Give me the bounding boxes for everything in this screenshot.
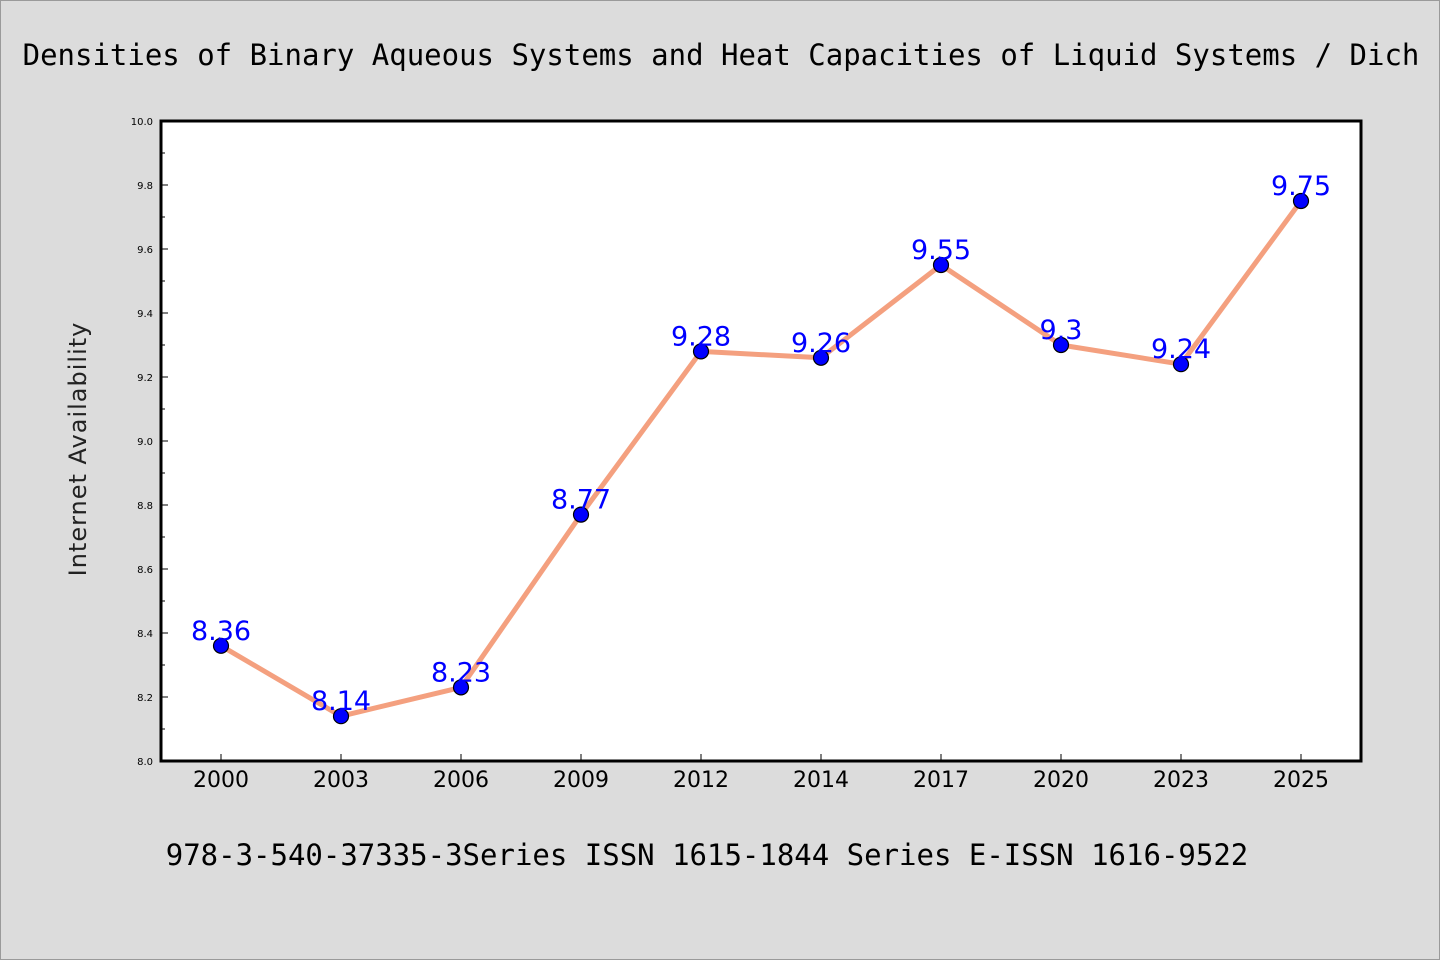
y-axis-title: Internet Availability bbox=[64, 322, 92, 577]
y-axis: 8.0 8.2 8.4 8.6 8.8 9.0 9.2 9.4 9.6 9.8 10.0 bbox=[131, 117, 168, 768]
x-tick-label: 2003 bbox=[313, 768, 369, 793]
y-tick-label: 8.8 bbox=[137, 501, 153, 512]
x-tick-label: 2012 bbox=[673, 768, 729, 793]
x-tick-label: 2014 bbox=[793, 768, 849, 793]
data-label: 9.28 bbox=[671, 321, 731, 352]
chart-title: Densities of Binary Aqueous Systems and … bbox=[23, 38, 1420, 72]
data-label: 9.24 bbox=[1151, 334, 1211, 365]
series-group bbox=[212, 192, 1310, 725]
data-point bbox=[332, 708, 350, 725]
data-point bbox=[932, 256, 950, 274]
y-tick-label: 8.4 bbox=[137, 629, 153, 640]
footer-note: 978-3-540-37335-3Series ISSN 1615-1844 S… bbox=[166, 838, 1249, 872]
data-point bbox=[692, 343, 710, 360]
data-point bbox=[1052, 336, 1070, 354]
y-tick-label: 9.8 bbox=[137, 181, 153, 192]
x-tick-label: 2000 bbox=[193, 768, 249, 793]
x-tick-label: 2020 bbox=[1033, 768, 1089, 793]
y-tick-label: 9.2 bbox=[137, 373, 153, 384]
y-tick-label: 9.0 bbox=[137, 437, 153, 448]
data-label-group: 8.36 8.14 8.23 8.77 9.28 9.26 9.55 9.3 9.24 9.75 bbox=[191, 171, 1331, 717]
data-point bbox=[452, 679, 470, 696]
plot-area bbox=[159, 119, 1363, 763]
data-label: 9.75 bbox=[1271, 171, 1331, 202]
data-point bbox=[572, 506, 590, 523]
y-tick-label: 8.0 bbox=[137, 757, 153, 768]
y-tick-label: 8.2 bbox=[137, 693, 153, 704]
data-label: 9.3 bbox=[1040, 315, 1083, 346]
data-point bbox=[812, 349, 830, 366]
y-tick-label: 9.6 bbox=[137, 245, 153, 256]
y-tick-label: 10.0 bbox=[131, 117, 153, 128]
x-tick-label: 2009 bbox=[553, 768, 609, 793]
data-point bbox=[1292, 192, 1310, 210]
data-point bbox=[212, 637, 230, 654]
data-label: 8.77 bbox=[551, 485, 611, 516]
data-point bbox=[1172, 356, 1190, 373]
data-label: 8.23 bbox=[431, 657, 491, 688]
x-tick-label: 2023 bbox=[1153, 768, 1209, 793]
data-label: 8.14 bbox=[311, 686, 371, 717]
series-line bbox=[218, 198, 1304, 719]
x-tick-label: 2006 bbox=[433, 768, 489, 793]
data-label: 8.36 bbox=[191, 616, 251, 647]
data-label: 9.26 bbox=[791, 328, 851, 359]
y-tick-label: 8.6 bbox=[137, 565, 153, 576]
y-tick-label: 9.4 bbox=[137, 309, 153, 320]
x-axis: 2000 2003 2006 2009 2012 2014 2017 2020 2023 2025 bbox=[193, 754, 1329, 793]
x-tick-label: 2017 bbox=[913, 768, 969, 793]
x-tick-label: 2025 bbox=[1273, 768, 1329, 793]
data-label: 9.55 bbox=[911, 235, 971, 266]
